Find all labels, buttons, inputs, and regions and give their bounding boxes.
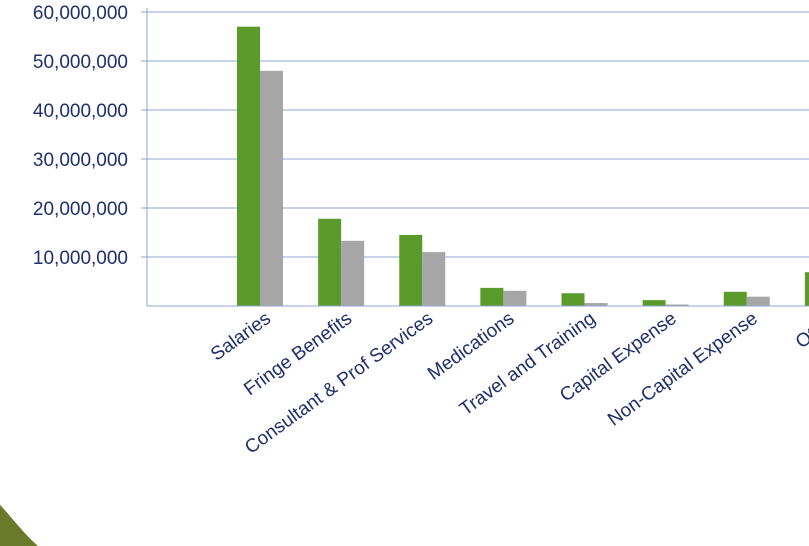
y-tick-label: 20,000,000 [33, 199, 128, 220]
bar-gray [665, 304, 689, 306]
bar-gray [260, 70, 283, 306]
bar-green [318, 218, 342, 306]
category-label: Non-Capital Expense [604, 308, 762, 431]
category-label: Other [792, 308, 809, 353]
bar-green [804, 272, 809, 306]
y-tick-label: 10,000,000 [33, 248, 128, 269]
axes [146, 8, 809, 307]
bar-green [399, 234, 423, 306]
bar-green [723, 291, 747, 306]
bar-green [480, 287, 504, 306]
y-tick-label: 30,000,000 [33, 150, 128, 171]
bar-gray [503, 290, 527, 306]
y-tick-label: 40,000,000 [33, 101, 128, 122]
bar-green [561, 293, 585, 306]
bar-green [642, 300, 666, 306]
y-tick-label: 60,000,000 [33, 3, 128, 24]
y-tick-labels: 10,000,000 20,000,000 30,000,000 40,000,000… [33, 3, 128, 269]
bars [237, 26, 809, 306]
bar-gray [746, 296, 770, 306]
bar-gray [422, 252, 446, 306]
category-label: Travel and Training [456, 308, 599, 420]
decorative-corner-swoosh [0, 505, 38, 546]
category-label: Salaries [207, 308, 275, 365]
bar-gray [584, 303, 608, 306]
y-tick-label: 50,000,000 [33, 52, 128, 73]
bar-gray [341, 240, 365, 306]
bar-green [237, 26, 260, 306]
